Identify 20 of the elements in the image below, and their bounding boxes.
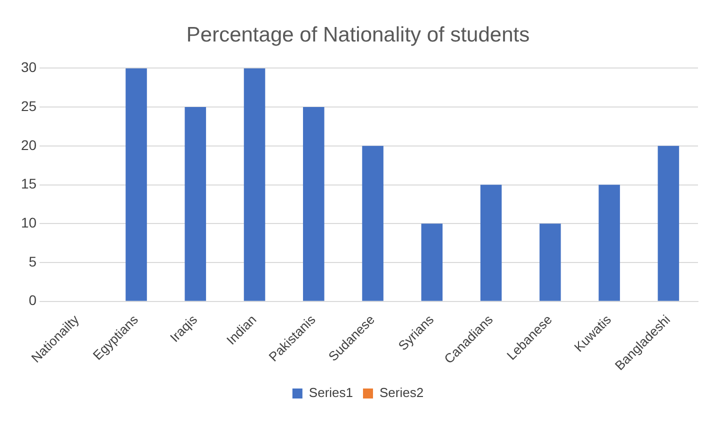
bar <box>184 107 206 301</box>
bar <box>303 107 324 301</box>
y-tick-label: 15 <box>20 176 37 192</box>
bar <box>540 224 561 301</box>
y-tick-label: 25 <box>20 98 37 114</box>
y-tick-label: 20 <box>20 136 37 153</box>
y-tick-label: 0 <box>28 292 37 308</box>
y-tick-label: 30 <box>20 59 37 76</box>
bar <box>126 68 147 301</box>
bar <box>421 224 443 301</box>
bar <box>244 68 266 301</box>
bar <box>658 146 680 301</box>
legend-label: Series1 <box>308 385 353 400</box>
bar <box>598 184 620 301</box>
bar <box>480 184 502 301</box>
y-tick-label: 5 <box>28 253 37 270</box>
bar <box>362 146 384 301</box>
y-tick-label: 10 <box>20 214 37 231</box>
chart-title: Percentage of Nationality of students <box>186 23 530 46</box>
legend-label: Series2 <box>380 385 424 400</box>
